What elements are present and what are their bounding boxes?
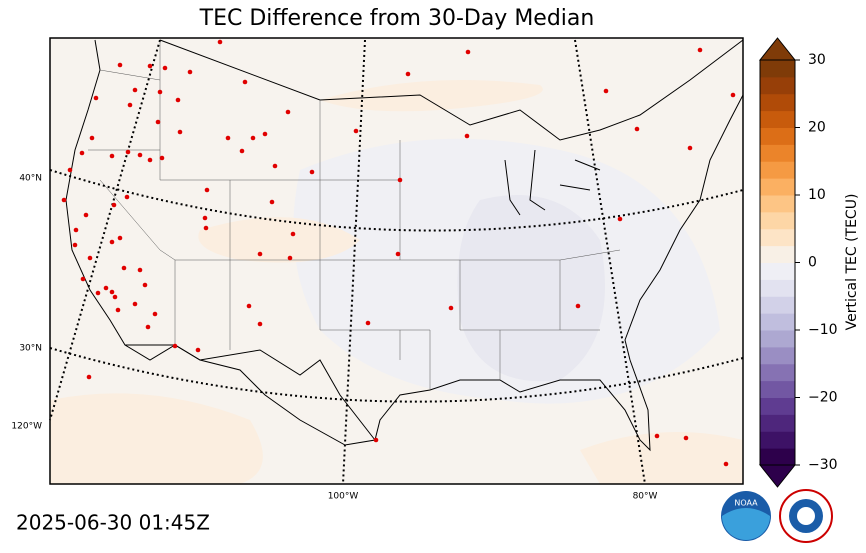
border — [159, 39, 744, 141]
positive-region — [320, 80, 543, 112]
colorbar-band — [760, 245, 795, 263]
lat-label: 30°N — [19, 344, 42, 354]
nws-logo — [779, 489, 833, 543]
colorbar-band — [760, 93, 795, 112]
noaa-logo: NOAA — [721, 491, 771, 541]
graticule — [49, 39, 161, 421]
graticule — [342, 39, 366, 485]
colorbar-extend — [758, 464, 797, 488]
lon-label: 80°W — [633, 492, 658, 502]
colorbar-band — [760, 161, 795, 179]
negative-region — [457, 195, 605, 382]
colorbar: −30 −20 −10 0 10 20 30 — [758, 37, 838, 488]
colorbar-band — [760, 178, 795, 196]
colorbar-band — [760, 380, 795, 398]
colorbar-band — [760, 363, 795, 382]
colorbar-band — [760, 330, 795, 348]
colorbar-label: Vertical TEC (TECU) — [844, 194, 860, 331]
positive-region — [198, 217, 360, 263]
colorbar-band — [760, 414, 795, 432]
great-lakes — [504, 149, 601, 216]
colorbar-band — [760, 397, 795, 415]
lon-label: 120°W — [11, 422, 42, 432]
colorbar-band — [760, 313, 795, 331]
state-borders — [88, 40, 621, 390]
colorbar-tick-label: −30 — [808, 457, 838, 473]
timestamp: 2025-06-30 01:45Z — [16, 511, 210, 535]
graticule — [49, 347, 744, 403]
colorbar-band — [760, 144, 795, 162]
svg-text:NOAA: NOAA — [734, 499, 758, 508]
map — [49, 37, 744, 485]
colorbar-band — [760, 211, 795, 230]
colorbar-tick-label: −10 — [808, 322, 838, 338]
lat-label: 40°N — [19, 174, 42, 184]
stations — [61, 39, 736, 467]
colorbar-band — [760, 195, 795, 213]
colorbar-tick-label: 20 — [808, 120, 826, 136]
positive-region — [50, 393, 263, 484]
colorbar-extend — [758, 37, 797, 61]
colorbar-band — [760, 279, 795, 297]
colorbar-tick-label: −20 — [808, 390, 838, 406]
colorbar-band — [760, 76, 795, 95]
title: TEC Difference from 30-Day Median — [199, 6, 595, 31]
colorbar-band — [760, 346, 795, 365]
map-frame — [49, 37, 744, 485]
border — [125, 344, 376, 441]
lon-label: 100°W — [328, 492, 359, 502]
colorbar-band — [760, 60, 795, 78]
colorbar-band — [760, 296, 795, 314]
colorbar-tick-label: 30 — [808, 52, 826, 68]
colorbar-band — [760, 448, 795, 466]
colorbar-band — [760, 431, 795, 449]
positive-region — [580, 432, 743, 484]
coastline — [65, 39, 744, 452]
colorbar-band — [760, 127, 795, 145]
colorbar-band — [760, 262, 795, 280]
colorbar-tick-label: 0 — [808, 255, 817, 271]
colorbar-band — [760, 228, 795, 247]
colorbar-tick-label: 10 — [808, 187, 826, 203]
colorbar-band — [760, 110, 795, 128]
